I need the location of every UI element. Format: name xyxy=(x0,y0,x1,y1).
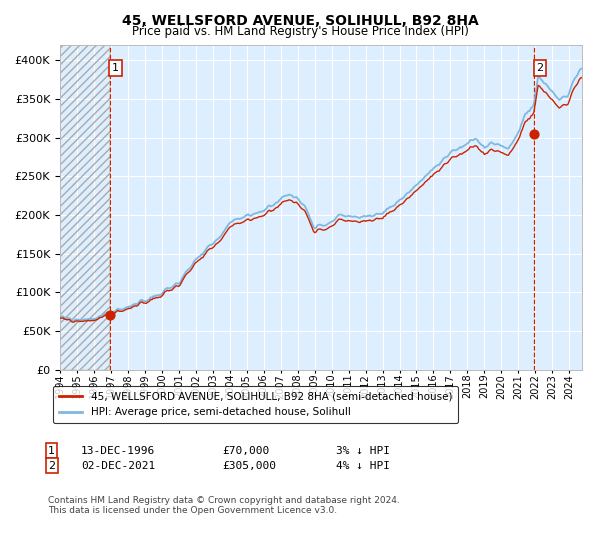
Text: 2: 2 xyxy=(536,63,544,73)
Text: 4% ↓ HPI: 4% ↓ HPI xyxy=(336,461,390,471)
Text: 1: 1 xyxy=(48,446,55,456)
Text: 2: 2 xyxy=(48,461,55,471)
Text: 02-DEC-2021: 02-DEC-2021 xyxy=(81,461,155,471)
Text: Price paid vs. HM Land Registry's House Price Index (HPI): Price paid vs. HM Land Registry's House … xyxy=(131,25,469,38)
Legend: 45, WELLSFORD AVENUE, SOLIHULL, B92 8HA (semi-detached house), HPI: Average pric: 45, WELLSFORD AVENUE, SOLIHULL, B92 8HA … xyxy=(53,386,458,423)
Text: 45, WELLSFORD AVENUE, SOLIHULL, B92 8HA: 45, WELLSFORD AVENUE, SOLIHULL, B92 8HA xyxy=(122,14,478,28)
Text: £70,000: £70,000 xyxy=(222,446,269,456)
Text: 3% ↓ HPI: 3% ↓ HPI xyxy=(336,446,390,456)
Text: 13-DEC-1996: 13-DEC-1996 xyxy=(81,446,155,456)
Text: 1: 1 xyxy=(112,63,119,73)
Point xyxy=(529,129,539,138)
Text: Contains HM Land Registry data © Crown copyright and database right 2024.
This d: Contains HM Land Registry data © Crown c… xyxy=(48,496,400,515)
Point xyxy=(105,311,115,320)
Text: £305,000: £305,000 xyxy=(222,461,276,471)
